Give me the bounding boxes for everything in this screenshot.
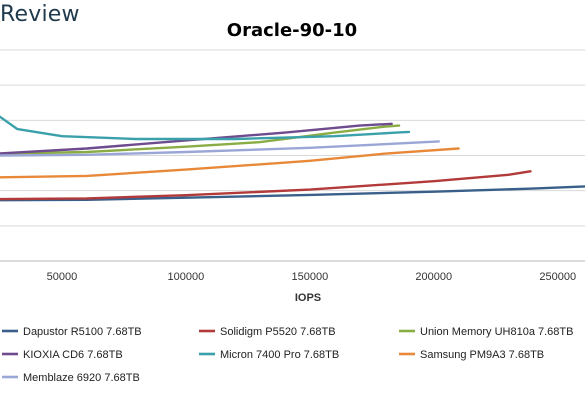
legend-label: Samsung PM9A3 7.68TB	[420, 349, 544, 361]
series-line	[0, 147, 460, 179]
series-line	[0, 140, 440, 157]
x-tick-label: 200000	[415, 271, 452, 283]
legend-label: Memblaze 6920 7.68TB	[23, 372, 140, 384]
legend-label: Micron 7400 Pro 7.68TB	[220, 349, 339, 361]
chart-title: Oracle-90-10	[227, 20, 357, 41]
x-tick-labels: 50000 100000 150000 200000 250000	[47, 271, 576, 283]
x-axis-label: IOPS	[295, 292, 321, 304]
x-tick-label: 100000	[168, 271, 205, 283]
legend-label: KIOXIA CD6 7.68TB	[23, 349, 123, 361]
legend-label: Solidigm P5520 7.68TB	[220, 326, 336, 338]
series-line	[0, 115, 411, 141]
series-line	[0, 122, 393, 155]
x-tick-label: 50000	[47, 271, 78, 283]
series-lines	[0, 115, 585, 202]
x-tick-label: 150000	[291, 271, 328, 283]
x-tick-label: 250000	[539, 271, 576, 283]
legend: Dapustor R5100 7.68TB Solidigm P5520 7.68…	[2, 326, 573, 384]
series-line	[0, 185, 585, 202]
legend-label: Dapustor R5100 7.68TB	[23, 326, 142, 338]
series-line	[0, 124, 401, 155]
series-line	[0, 170, 532, 201]
brand-logo-text: Review	[0, 2, 80, 27]
legend-label: Union Memory UH810a 7.68TB	[420, 326, 573, 338]
